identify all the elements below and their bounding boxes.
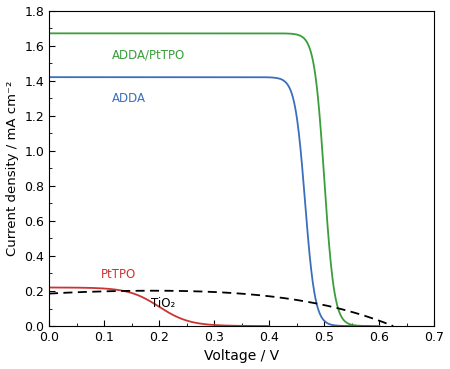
Text: PtTPO: PtTPO (101, 268, 136, 281)
Y-axis label: Current density / mA cm⁻²: Current density / mA cm⁻² (5, 80, 18, 256)
Text: ADDA/PtTPO: ADDA/PtTPO (112, 49, 185, 62)
Text: ADDA: ADDA (112, 92, 146, 105)
X-axis label: Voltage / V: Voltage / V (204, 349, 279, 363)
Text: TiO₂: TiO₂ (151, 297, 175, 310)
